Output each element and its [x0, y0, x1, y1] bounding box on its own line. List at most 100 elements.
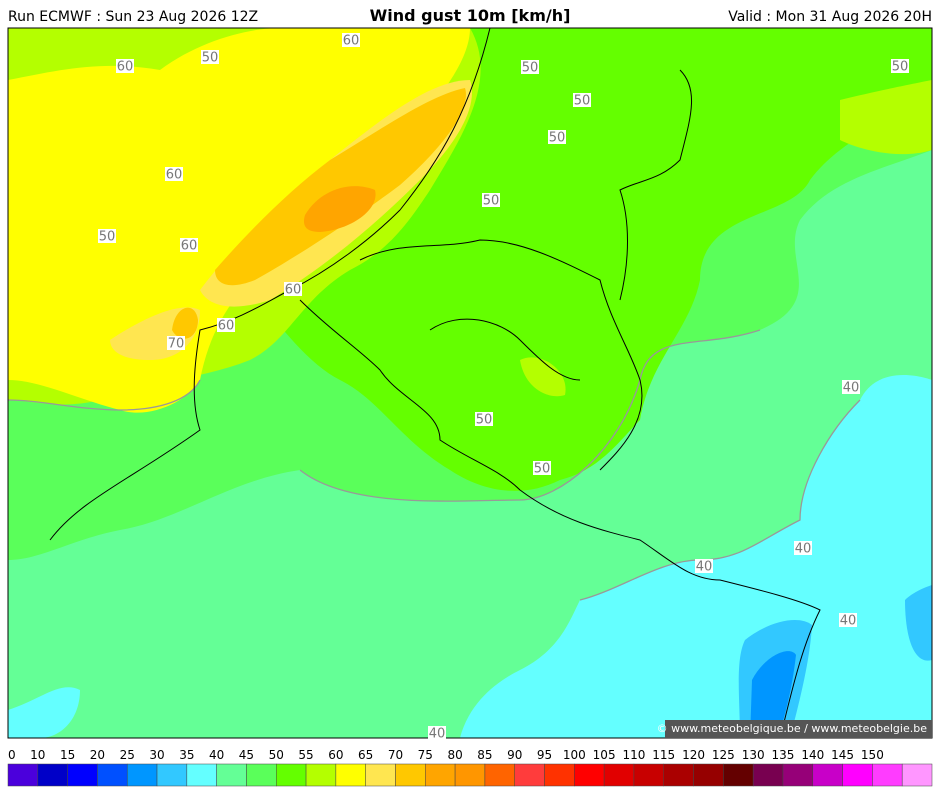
legend-label: 30	[149, 748, 164, 762]
field	[8, 28, 932, 738]
legend-label: 45	[239, 748, 254, 762]
contour-label-bg	[284, 282, 302, 296]
legend-swatch	[484, 763, 515, 787]
legend-label: 65	[358, 748, 373, 762]
legend-label: 130	[742, 748, 765, 762]
legend-swatch	[752, 763, 784, 787]
contour-label: 60	[285, 283, 302, 298]
legend-label: 70	[388, 748, 403, 762]
contour-label-bg	[116, 59, 134, 73]
legend-label: 115	[652, 748, 675, 762]
legend-swatch	[723, 763, 754, 787]
legend-swatch	[156, 763, 188, 787]
legend-swatch	[186, 763, 217, 787]
valid-info: Valid : Mon 31 Aug 2026 20H	[728, 9, 932, 25]
legend-label: 140	[801, 748, 824, 762]
legend-swatch	[663, 763, 694, 787]
legend-label: 0	[8, 748, 16, 762]
legend-swatch	[574, 763, 605, 787]
contour-label-bg	[573, 93, 591, 107]
legend-swatch	[37, 763, 68, 787]
map-frame	[7, 27, 933, 739]
legend-label: 10	[30, 748, 45, 762]
legend-swatch	[514, 763, 545, 787]
legend-label: 80	[447, 748, 462, 762]
contour-label: 70	[168, 337, 185, 352]
legend-swatch	[782, 763, 814, 787]
legend-label: 85	[477, 748, 492, 762]
contour-label: 40	[429, 727, 446, 742]
legend-swatch	[97, 763, 128, 787]
credit: © www.meteobelgique.be / www.meteobelgie…	[657, 722, 928, 735]
contour-label: 60	[166, 168, 183, 183]
legend-swatch	[425, 763, 456, 787]
legend-label: 105	[593, 748, 616, 762]
legend-label: 135	[772, 748, 795, 762]
legend-label: 90	[507, 748, 522, 762]
contour-label-bg	[180, 238, 198, 252]
contour-label-bg	[548, 130, 566, 144]
legend-swatch	[126, 763, 158, 787]
contour-label-bg	[201, 50, 219, 64]
contour-label-bg	[839, 613, 857, 627]
contour-label-bg	[475, 412, 493, 426]
contour-label: 50	[534, 462, 551, 477]
contour-label: 50	[476, 413, 493, 428]
contour-label: 40	[696, 560, 713, 575]
contour-label-bg	[695, 559, 713, 573]
contour-label-bg	[428, 726, 446, 740]
legend-label: 145	[831, 748, 854, 762]
legend-swatch	[395, 763, 426, 787]
contour-label: 50	[574, 94, 591, 109]
contour-label: 50	[892, 60, 909, 75]
legend-swatch	[693, 763, 724, 787]
contour-label-bg	[98, 229, 116, 243]
contour-label: 50	[549, 131, 566, 146]
legend-swatch	[603, 763, 635, 787]
legend-swatch	[67, 763, 98, 787]
legend-label: 35	[179, 748, 194, 762]
legend-swatch	[305, 763, 337, 787]
legend-swatch	[246, 763, 277, 787]
contour-label: 60	[343, 34, 360, 49]
contour-label-bg	[794, 541, 812, 555]
legend-label: 25	[120, 748, 135, 762]
contour-label-bg	[482, 193, 500, 207]
contour-label-bg	[533, 461, 551, 475]
contour-label: 60	[181, 239, 198, 254]
contour-label-bg	[521, 60, 539, 74]
legend-swatch	[276, 763, 307, 787]
legend-swatch	[7, 763, 39, 787]
legend-label: 120	[682, 748, 705, 762]
legend: 0 10 15 20 25 30 35 40 45 50 55 60 65 70 75 80 85 90 95 100…	[7, 748, 933, 787]
legend-swatch	[872, 763, 903, 787]
legend-swatch	[216, 763, 247, 787]
contour-label: 40	[840, 614, 857, 629]
legend-swatch	[901, 763, 933, 787]
legend-label: 50	[269, 748, 284, 762]
legend-label: 15	[60, 748, 75, 762]
run-info: Run ECMWF : Sun 23 Aug 2026 12Z	[8, 9, 258, 25]
contour-label-bg	[891, 59, 909, 73]
legend-label: 60	[328, 748, 343, 762]
legend-label: 100	[563, 748, 586, 762]
legend-swatch	[633, 763, 664, 787]
legend-swatch	[454, 763, 486, 787]
contour-label: 50	[483, 194, 500, 209]
legend-label: 55	[298, 748, 313, 762]
legend-label: 20	[90, 748, 105, 762]
contour-label: 50	[522, 61, 539, 76]
contour-label-bg	[167, 336, 185, 350]
legend-label: 110	[622, 748, 645, 762]
contour-label: 50	[99, 230, 116, 245]
legend-label: 95	[537, 748, 552, 762]
contour-label: 40	[795, 542, 812, 557]
contour-label-bg	[217, 318, 235, 332]
contour-label-bg	[165, 167, 183, 181]
legend-label: 125	[712, 748, 735, 762]
contour-label-bg	[342, 33, 360, 47]
contour-label: 40	[843, 381, 860, 396]
legend-swatch	[335, 763, 366, 787]
map-title: Wind gust 10m [km/h]	[370, 6, 571, 25]
